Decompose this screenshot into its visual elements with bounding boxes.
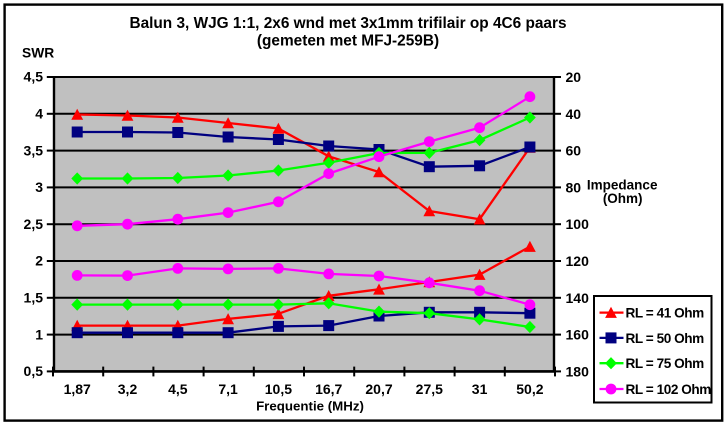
svg-text:7,1: 7,1 [218,381,238,397]
svg-text:RL = 41 Ohm: RL = 41 Ohm [626,306,705,321]
svg-text:SWR: SWR [22,45,54,60]
svg-text:1,5: 1,5 [24,290,44,306]
svg-text:20,7: 20,7 [365,381,392,397]
svg-text:4,5: 4,5 [168,381,188,397]
svg-text:140: 140 [566,290,590,306]
svg-text:(gemeten met MFJ-259B): (gemeten met MFJ-259B) [257,33,439,50]
svg-text:60: 60 [566,143,582,159]
svg-text:0,5: 0,5 [24,363,44,379]
svg-text:4: 4 [35,106,43,122]
svg-text:3: 3 [35,179,43,195]
svg-text:Frequentie (MHz): Frequentie (MHz) [256,398,364,413]
svg-text:RL = 102 Ohm: RL = 102 Ohm [626,382,712,397]
svg-text:RL = 50 Ohm: RL = 50 Ohm [626,331,705,346]
svg-text:27,5: 27,5 [416,381,443,397]
svg-text:1,87: 1,87 [64,381,91,397]
svg-text:2: 2 [35,253,43,269]
svg-text:10,5: 10,5 [265,381,292,397]
svg-text:20: 20 [566,69,582,85]
svg-text:4,5: 4,5 [24,69,44,85]
svg-text:(Ohm): (Ohm) [603,191,643,206]
svg-text:80: 80 [566,179,582,195]
svg-text:160: 160 [566,327,590,343]
svg-text:16,7: 16,7 [315,381,342,397]
svg-text:1: 1 [35,326,43,342]
svg-text:RL = 75 Ohm: RL = 75 Ohm [626,356,705,371]
svg-text:3,2: 3,2 [118,381,138,397]
svg-text:180: 180 [566,363,590,379]
svg-text:100: 100 [566,216,590,232]
svg-text:Impedance: Impedance [587,177,658,192]
svg-text:31: 31 [472,381,488,397]
svg-text:Balun 3, WJG 1:1, 2x6 wnd met: Balun 3, WJG 1:1, 2x6 wnd met 3x1mm trif… [129,15,566,32]
svg-text:3,5: 3,5 [24,142,44,158]
svg-text:50,2: 50,2 [516,381,543,397]
svg-text:120: 120 [566,253,590,269]
svg-text:2,5: 2,5 [24,216,44,232]
svg-text:40: 40 [566,106,582,122]
